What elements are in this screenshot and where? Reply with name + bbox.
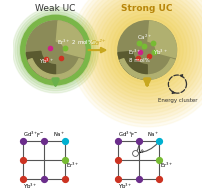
- Circle shape: [19, 14, 92, 86]
- Text: Strong UC: Strong UC: [121, 4, 173, 13]
- Text: Ca²⁺: Ca²⁺: [90, 40, 106, 46]
- Wedge shape: [118, 51, 147, 79]
- Wedge shape: [56, 21, 85, 58]
- Text: Er$^{3+}$: Er$^{3+}$: [160, 161, 174, 170]
- Text: Gd$^{3+}$: Gd$^{3+}$: [23, 129, 39, 139]
- Text: Er$^{3+}$: Er$^{3+}$: [66, 161, 79, 170]
- Text: Yb$^{3+}$: Yb$^{3+}$: [23, 182, 38, 189]
- Circle shape: [94, 0, 200, 103]
- Text: F$^-$: F$^-$: [130, 131, 139, 139]
- Circle shape: [97, 0, 197, 100]
- Wedge shape: [26, 51, 55, 79]
- Circle shape: [104, 7, 190, 93]
- Wedge shape: [120, 59, 175, 79]
- Circle shape: [108, 11, 187, 90]
- Circle shape: [15, 9, 96, 91]
- Circle shape: [74, 0, 215, 124]
- Text: 8 mol%: 8 mol%: [129, 58, 150, 63]
- Text: Gd$^{3+}$: Gd$^{3+}$: [118, 129, 133, 139]
- Wedge shape: [148, 21, 177, 58]
- Text: Na$^+$: Na$^+$: [52, 130, 65, 139]
- Circle shape: [115, 17, 180, 83]
- Circle shape: [87, 0, 207, 110]
- Text: Yb$^{3+}$: Yb$^{3+}$: [118, 182, 132, 189]
- Text: Er$^{3+}$: Er$^{3+}$: [128, 47, 142, 57]
- Circle shape: [22, 16, 89, 84]
- Text: Er$^{3+}$ 2 mol%: Er$^{3+}$ 2 mol%: [57, 38, 95, 47]
- Circle shape: [70, 0, 215, 127]
- Circle shape: [24, 19, 87, 82]
- Circle shape: [13, 7, 98, 93]
- Circle shape: [91, 0, 204, 107]
- Circle shape: [26, 21, 85, 79]
- Text: F$^-$: F$^-$: [36, 131, 44, 139]
- Text: Ca$^{2+}$: Ca$^{2+}$: [137, 33, 152, 43]
- Circle shape: [80, 0, 214, 117]
- Circle shape: [118, 21, 177, 79]
- Text: Weak UC: Weak UC: [35, 4, 76, 13]
- Circle shape: [77, 0, 215, 120]
- Wedge shape: [28, 59, 83, 79]
- Text: Energy cluster: Energy cluster: [158, 98, 197, 103]
- Text: Yb$^{3+}$: Yb$^{3+}$: [153, 47, 168, 57]
- Text: Yb$^{3+}$: Yb$^{3+}$: [40, 57, 54, 66]
- Circle shape: [111, 14, 183, 86]
- Circle shape: [84, 0, 210, 113]
- Text: $V_F$: $V_F$: [138, 147, 145, 156]
- Text: Na$^+$: Na$^+$: [147, 130, 160, 139]
- Circle shape: [101, 4, 194, 96]
- Circle shape: [17, 12, 94, 88]
